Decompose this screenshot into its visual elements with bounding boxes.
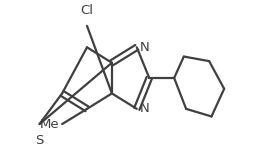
Text: N: N (140, 102, 149, 115)
Text: Me: Me (40, 118, 60, 131)
Text: S: S (35, 134, 44, 147)
Text: Cl: Cl (80, 4, 94, 17)
Text: N: N (140, 41, 149, 54)
